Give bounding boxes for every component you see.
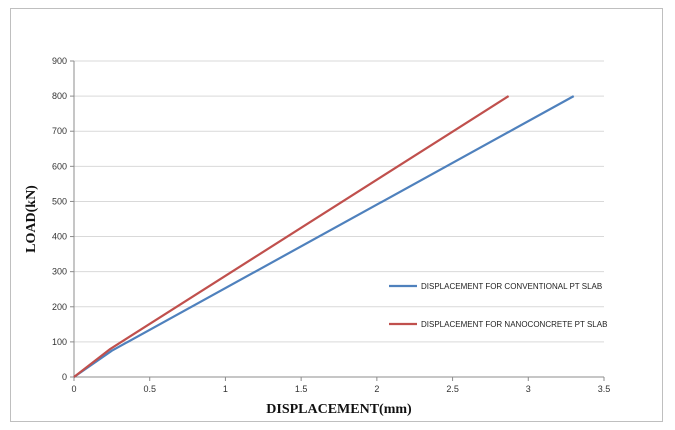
series-lines	[73, 95, 575, 378]
x-tick-label: 1	[223, 384, 228, 394]
y-tick-label: 400	[52, 232, 67, 242]
y-tick-label: 900	[52, 56, 67, 66]
y-tick-label: 600	[52, 161, 67, 171]
y-tick-label: 500	[52, 196, 67, 206]
y-tick-label: 0	[62, 372, 67, 382]
chart-frame: 0 100 200 300 400 500 600 700 800 900 0 0.5 1 1.5 2 2.5…	[10, 8, 663, 422]
x-tick-label: 1.5	[295, 384, 308, 394]
legend-label-1: DISPLACEMENT FOR CONVENTIONAL PT SLAB	[421, 282, 602, 291]
x-tick-label: 0	[71, 384, 76, 394]
x-tick-label: 2	[374, 384, 379, 394]
y-tick-label: 200	[52, 302, 67, 312]
axes	[70, 60, 605, 381]
legend-label-2: DISPLACEMENT FOR NANOCONCRETE PT SLAB	[421, 320, 607, 329]
y-tick-label: 300	[52, 267, 67, 277]
x-tick-label: 2.5	[446, 384, 459, 394]
legend: DISPLACEMENT FOR CONVENTIONAL PT SLAB DIS…	[389, 282, 607, 329]
series-line-2	[73, 95, 510, 378]
x-tick-label: 3	[526, 384, 531, 394]
y-axis-title: LOAD(kN)	[24, 185, 39, 253]
y-tick-label: 100	[52, 337, 67, 347]
y-tick-label: 800	[52, 91, 67, 101]
line-chart: 0 100 200 300 400 500 600 700 800 900 0 0.5 1 1.5 2 2.5…	[24, 56, 610, 417]
x-axis-title: DISPLACEMENT(mm)	[266, 402, 412, 417]
y-tick-label: 700	[52, 126, 67, 136]
tick-labels: 0 100 200 300 400 500 600 700 800 900 0 0.5 1 1.5 2 2.5…	[52, 56, 610, 394]
gridlines	[74, 60, 604, 343]
x-tick-label: 3.5	[598, 384, 611, 394]
x-tick-label: 0.5	[143, 384, 156, 394]
